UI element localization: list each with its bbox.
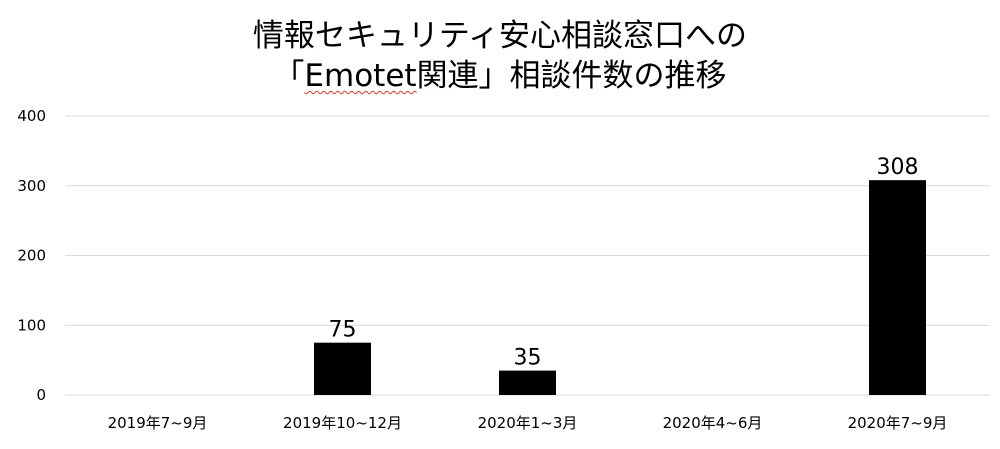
x-tick-label: 2020年7~9月 [848, 414, 948, 432]
data-label: 35 [514, 346, 542, 371]
data-label: 75 [329, 318, 357, 343]
title-bracket-open: 「 [273, 58, 305, 94]
bar [314, 342, 371, 395]
title-suffix: 関連」相談件数の推移 [416, 58, 727, 94]
y-tick-label: 0 [36, 386, 46, 404]
x-tick-label: 2020年1~3月 [478, 414, 578, 432]
y-tick-label: 200 [17, 247, 46, 265]
bar [869, 180, 926, 395]
x-tick-label: 2019年7~9月 [108, 414, 208, 432]
data-labels: 75 35 308 [329, 155, 919, 370]
bars [314, 180, 926, 395]
chart-title-line-1: 情報セキュリティ安心相談窓口への [252, 18, 748, 54]
title-emotet-word: Emotet [304, 58, 417, 94]
y-axis-tick-labels: 0 100 200 300 400 [17, 107, 46, 404]
chart-title: 情報セキュリティ安心相談窓口への 「Emotet関連」相談件数の推移 [0, 16, 1000, 96]
y-tick-label: 400 [17, 107, 46, 125]
y-tick-label: 300 [17, 177, 46, 195]
x-tick-label: 2020年4~6月 [663, 414, 763, 432]
chart-title-line-2: 「Emotet関連」相談件数の推移 [0, 56, 1000, 96]
data-label: 308 [877, 155, 919, 180]
bar [499, 370, 556, 395]
y-tick-label: 100 [17, 316, 46, 334]
x-tick-label: 2019年10~12月 [283, 414, 402, 432]
x-axis-tick-labels: 2019年7~9月 2019年10~12月 2020年1~3月 2020年4~6月 20… [108, 414, 948, 432]
